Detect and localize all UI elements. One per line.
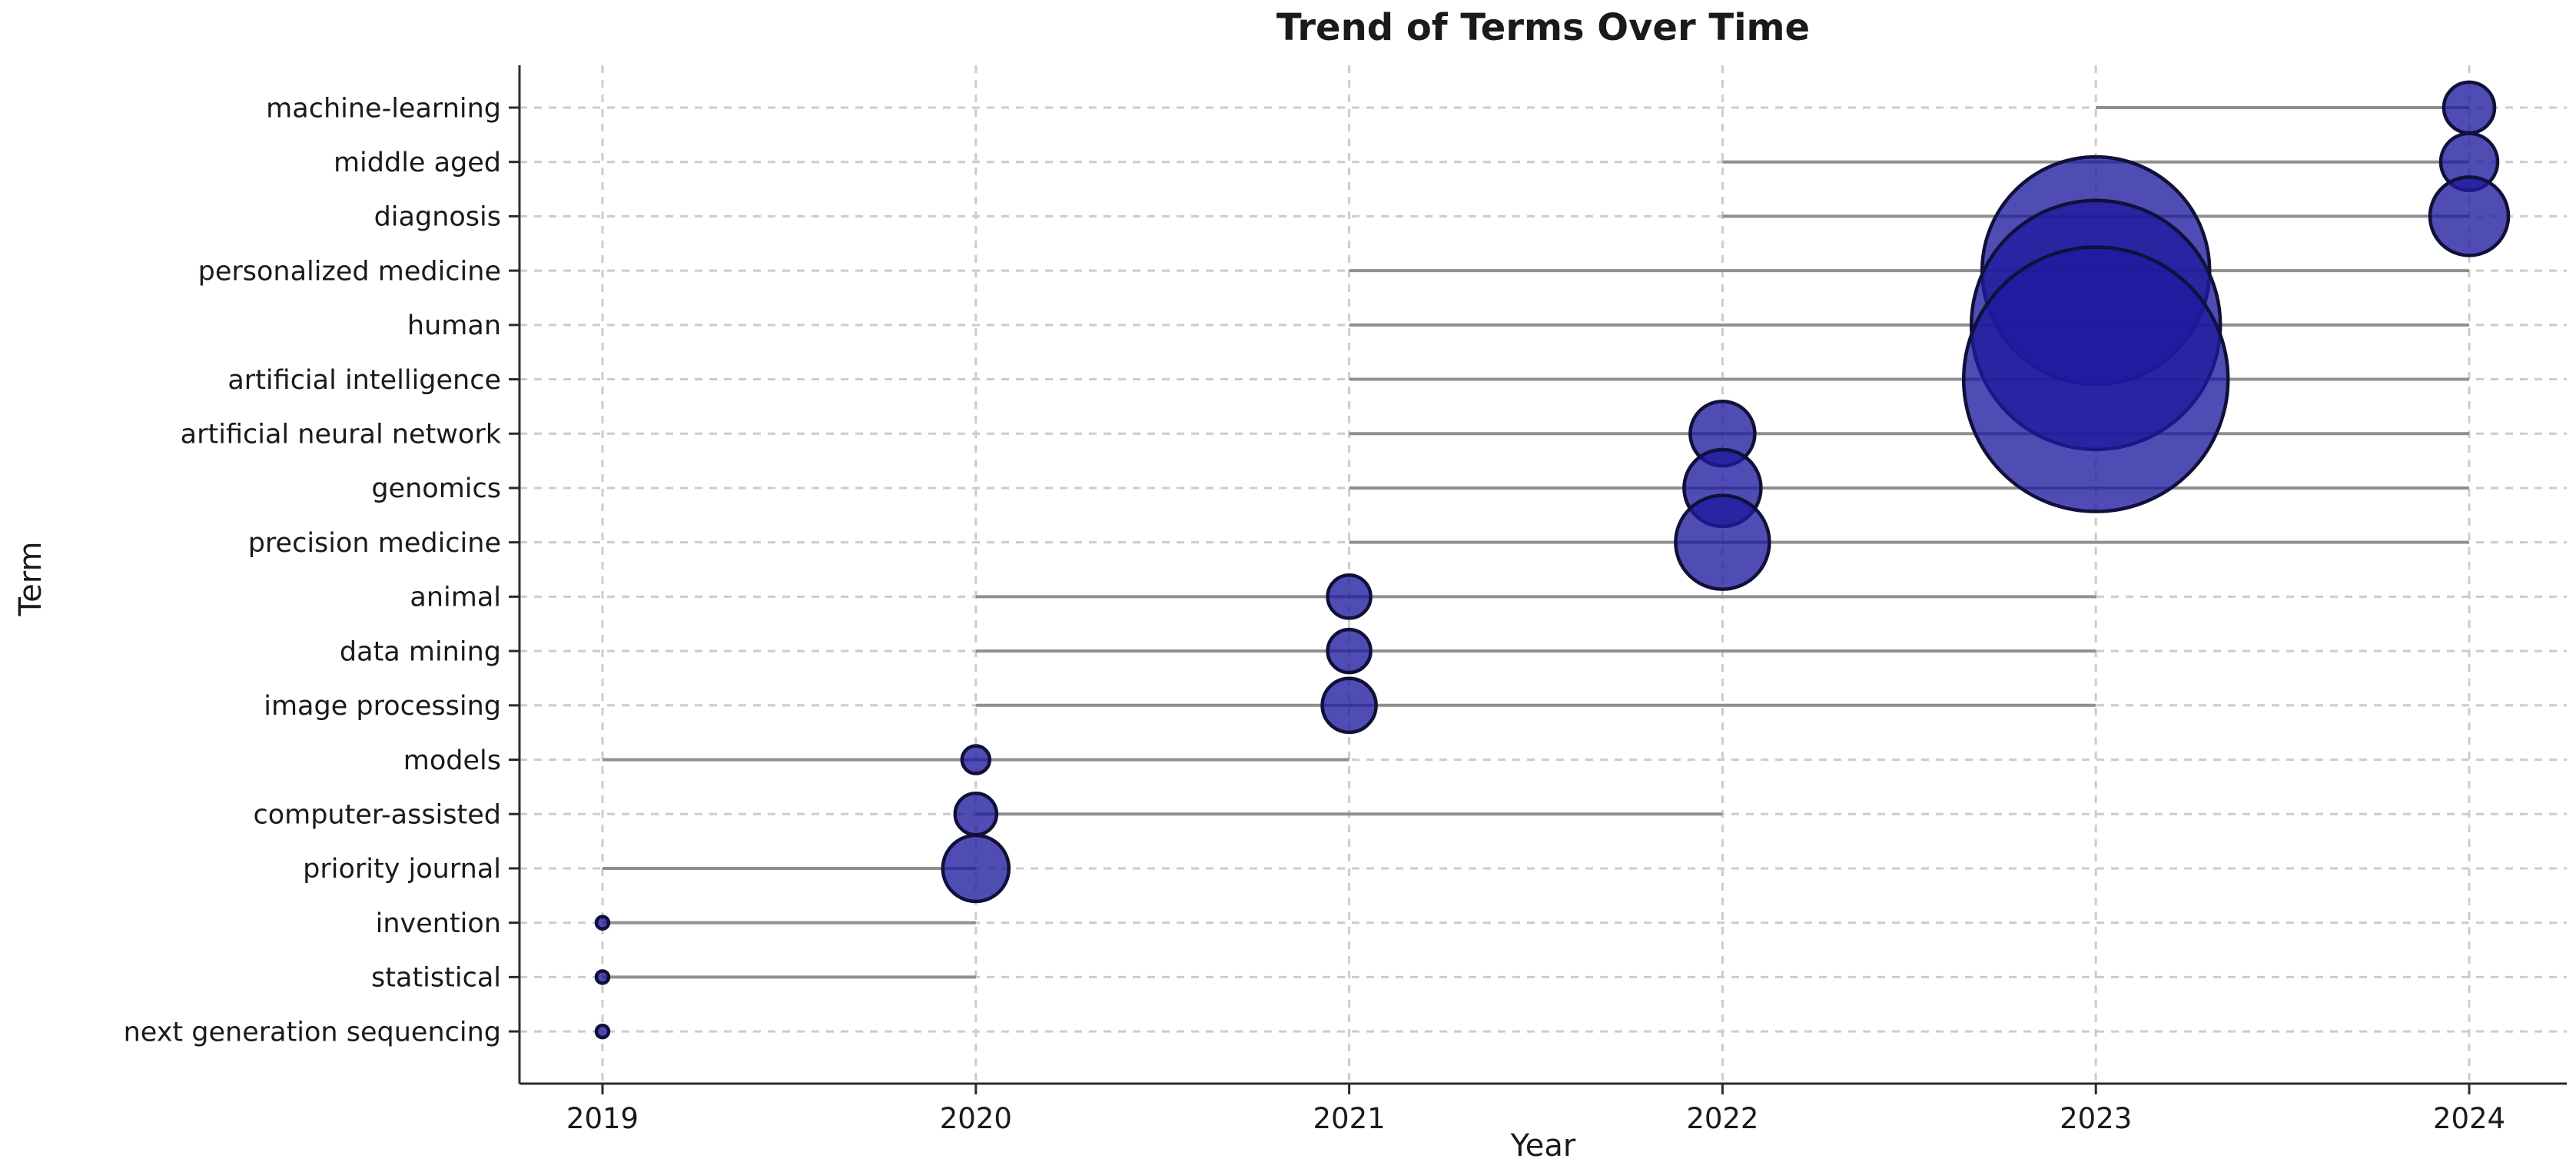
bubble-computer-assisted xyxy=(953,791,999,837)
bubble-diagnosis xyxy=(2428,175,2511,257)
y-tick-label: invention xyxy=(376,908,501,939)
bubble-next-generation-sequencing xyxy=(594,1023,611,1040)
bubble-data-mining xyxy=(1326,627,1373,675)
bubble-machine-learning xyxy=(2442,80,2497,135)
x-tick-label: 2022 xyxy=(1686,1102,1758,1135)
chart-title: Trend of Terms Over Time xyxy=(1276,6,1811,49)
x-tick-label: 2023 xyxy=(2060,1102,2132,1135)
y-tick-label: diagnosis xyxy=(374,202,501,233)
bubble-precision-medicine xyxy=(1674,493,1771,591)
y-tick-label: computer-assisted xyxy=(253,799,501,830)
y-tick-label: human xyxy=(407,310,501,341)
bubble-image-processing xyxy=(1320,676,1378,735)
y-tick-label: priority journal xyxy=(303,854,501,885)
bubble-statistical xyxy=(594,969,611,985)
bubble-priority-journal xyxy=(941,833,1011,904)
y-tick-label: precision medicine xyxy=(248,528,501,559)
x-tick-label: 2021 xyxy=(1313,1102,1386,1135)
x-tick-label: 2019 xyxy=(566,1102,639,1135)
y-tick-label: genomics xyxy=(371,473,501,504)
bubble-animal xyxy=(1326,573,1373,620)
y-tick-label: data mining xyxy=(340,636,501,667)
bubble-artificial-intelligence xyxy=(1961,245,2230,513)
y-tick-label: statistical xyxy=(371,963,501,994)
bubble-models xyxy=(960,744,992,775)
y-tick-label: artificial neural network xyxy=(181,420,502,450)
y-tick-label: middle aged xyxy=(334,148,501,178)
y-tick-label: machine-learning xyxy=(266,93,501,124)
y-tick-label: personalized medicine xyxy=(198,256,501,287)
y-tick-label: next generation sequencing xyxy=(124,1017,501,1047)
y-tick-label: artificial intelligence xyxy=(227,365,501,396)
y-tick-label: animal xyxy=(410,583,501,613)
y-tick-label: image processing xyxy=(264,691,501,722)
y-tick-label: models xyxy=(403,745,501,776)
x-tick-label: 2020 xyxy=(940,1102,1012,1135)
bubble-invention xyxy=(594,915,611,931)
x-tick-label: 2024 xyxy=(2433,1102,2505,1135)
x-axis-label: Year xyxy=(1510,1128,1576,1164)
